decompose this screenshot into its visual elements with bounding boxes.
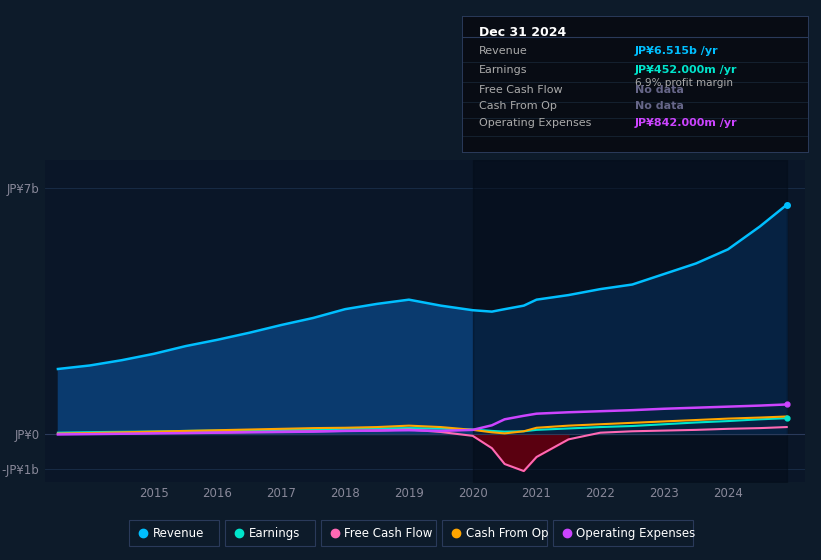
Text: Operating Expenses: Operating Expenses (576, 527, 695, 540)
Text: Cash From Op: Cash From Op (466, 527, 548, 540)
Bar (224, 520, 314, 547)
Text: Earnings: Earnings (249, 527, 300, 540)
Text: Free Cash Flow: Free Cash Flow (479, 85, 563, 95)
Text: JP¥6.515b /yr: JP¥6.515b /yr (635, 46, 718, 55)
Text: No data: No data (635, 85, 684, 95)
Text: Cash From Op: Cash From Op (479, 101, 557, 111)
Text: Earnings: Earnings (479, 66, 528, 76)
Bar (553, 520, 692, 547)
Text: Operating Expenses: Operating Expenses (479, 118, 592, 128)
Text: Revenue: Revenue (153, 527, 204, 540)
Text: 6.9% profit margin: 6.9% profit margin (635, 78, 733, 87)
Text: JP¥842.000m /yr: JP¥842.000m /yr (635, 118, 737, 128)
Text: No data: No data (635, 101, 684, 111)
Bar (129, 520, 218, 547)
Bar (320, 520, 435, 547)
Bar (442, 520, 547, 547)
Text: Free Cash Flow: Free Cash Flow (345, 527, 433, 540)
Text: JP¥452.000m /yr: JP¥452.000m /yr (635, 66, 737, 76)
Text: Revenue: Revenue (479, 46, 528, 55)
Text: Dec 31 2024: Dec 31 2024 (479, 26, 566, 39)
